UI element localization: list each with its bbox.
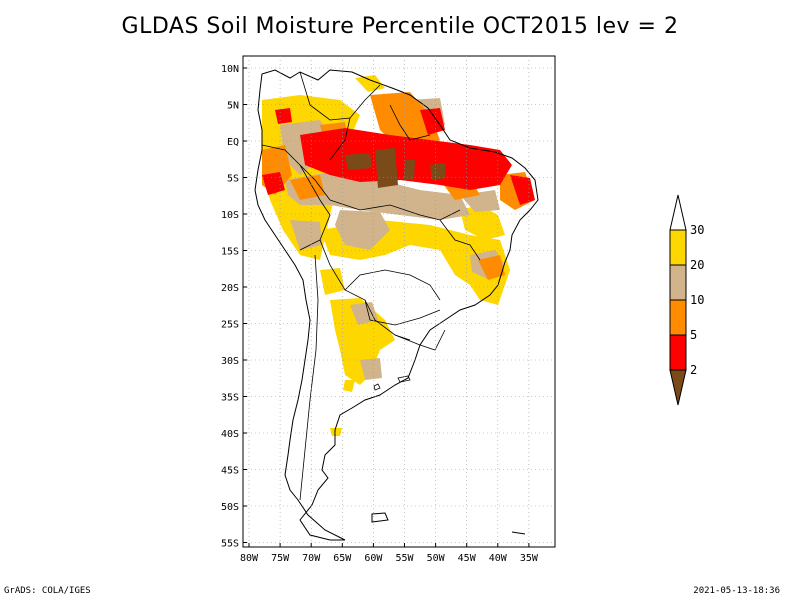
lat-label: 15S	[221, 247, 239, 258]
lat-label: 35S	[221, 393, 239, 404]
field-below-2	[345, 148, 446, 188]
country-borders	[261, 71, 481, 501]
lon-label: 60W	[364, 553, 383, 564]
lon-label: 65W	[333, 553, 352, 564]
footer-credit: GrADS: COLA/IGES	[4, 586, 91, 596]
colorbar-label: 2	[690, 363, 697, 377]
latitude-labels: 10N 5N EQ 5S 10S 15S 20S 25S 30S 35S 40S 45S 50S 55S	[221, 64, 239, 550]
lat-label: 5N	[227, 101, 239, 112]
lon-label: 80W	[240, 553, 259, 564]
map-title: GLDAS Soil Moisture Percentile OCT2015 l…	[121, 14, 679, 39]
lat-label: EQ	[227, 137, 239, 148]
lon-label: 70W	[302, 553, 321, 564]
colorbar-top-arrow	[669, 194, 687, 231]
colorbar-label: 10	[690, 293, 704, 307]
colorbar-bottom-arrow	[669, 369, 687, 406]
lat-label: 25S	[221, 320, 239, 331]
colorbar-label: 30	[690, 223, 704, 237]
lat-label: 10S	[221, 210, 239, 221]
lat-label: 40S	[221, 429, 239, 440]
lat-label: 50S	[221, 502, 239, 513]
lat-label: 10N	[221, 64, 239, 75]
colorbar-label: 5	[690, 328, 697, 342]
lon-label: 50W	[427, 553, 446, 564]
lon-label: 55W	[395, 553, 414, 564]
lat-label: 20S	[221, 283, 239, 294]
colorbar-segment	[669, 299, 687, 336]
lat-label: 55S	[221, 539, 239, 550]
lat-label: 45S	[221, 466, 239, 477]
colorbar-segment	[669, 264, 687, 301]
colorbar-label: 20	[690, 258, 704, 272]
colorbar: 2 5 10 20 30	[669, 194, 704, 406]
longitude-labels: 80W 75W 70W 65W 60W 55W 50W 45W 40W 35W	[240, 553, 539, 564]
field-2-5	[262, 108, 535, 205]
lat-label: 5S	[227, 174, 239, 185]
colorbar-segment	[669, 229, 687, 266]
lon-label: 45W	[458, 553, 477, 564]
lat-label: 30S	[221, 356, 239, 367]
colorbar-segment	[669, 334, 687, 371]
graticule	[243, 56, 555, 547]
coastline	[254, 69, 539, 541]
lon-label: 40W	[489, 553, 508, 564]
lon-label: 35W	[520, 553, 539, 564]
lon-label: 75W	[271, 553, 290, 564]
footer-timestamp: 2021-05-13-18:36	[693, 586, 780, 596]
soil-moisture-field	[262, 75, 535, 436]
